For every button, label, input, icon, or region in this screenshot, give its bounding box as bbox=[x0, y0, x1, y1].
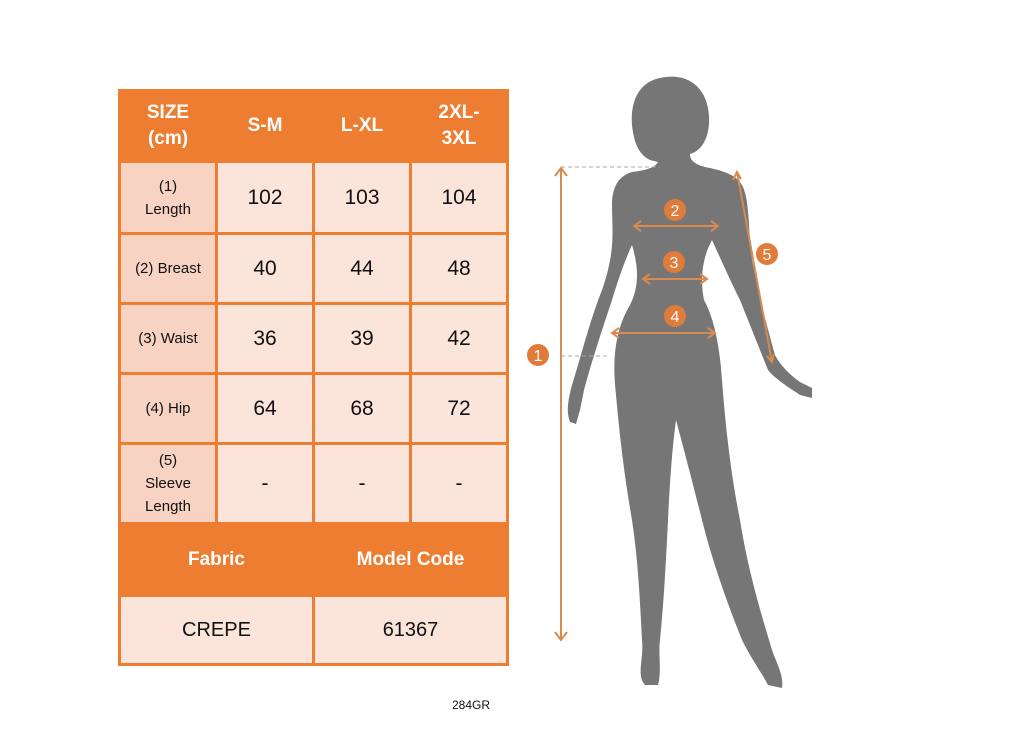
fabric-value: CREPE bbox=[118, 594, 315, 666]
fabric-header: Fabric bbox=[118, 522, 315, 597]
cell: 64 bbox=[215, 372, 315, 445]
marker-4: 4 bbox=[664, 305, 686, 327]
row-label-hip: (4) Hip bbox=[118, 372, 218, 445]
svg-text:2: 2 bbox=[671, 203, 680, 220]
size-header-s-m: S-M bbox=[215, 89, 315, 163]
model-code-value: 61367 bbox=[312, 594, 509, 666]
footer-header-row: Fabric Model Code bbox=[118, 522, 509, 597]
cell: 102 bbox=[215, 160, 315, 235]
marker-1: 1 bbox=[527, 344, 549, 366]
cell: 68 bbox=[312, 372, 412, 445]
cell: - bbox=[409, 442, 509, 525]
cell: 40 bbox=[215, 232, 315, 305]
svg-text:1: 1 bbox=[534, 348, 543, 365]
size-header-l-xl: L-XL bbox=[312, 89, 412, 163]
cell: 48 bbox=[409, 232, 509, 305]
table-row: (4) Hip 64 68 72 bbox=[118, 372, 509, 445]
cell: - bbox=[215, 442, 315, 525]
size-table: SIZE (cm) S-M L-XL 2XL- 3XL (1) Length 1… bbox=[118, 89, 509, 666]
cell: 36 bbox=[215, 302, 315, 375]
cell: 103 bbox=[312, 160, 412, 235]
product-code-caption: 284GR bbox=[452, 698, 491, 712]
cell: 42 bbox=[409, 302, 509, 375]
table-row: (3) Waist 36 39 42 bbox=[118, 302, 509, 375]
row-label-sleeve-length: (5) Sleeve Length bbox=[118, 442, 218, 525]
marker-3: 3 bbox=[663, 251, 685, 273]
svg-text:4: 4 bbox=[671, 309, 680, 326]
marker-5: 5 bbox=[756, 243, 778, 265]
row-label-breast: (2) Breast bbox=[118, 232, 218, 305]
footer-value-row: CREPE 61367 bbox=[118, 594, 509, 666]
body-silhouette bbox=[567, 76, 812, 688]
cell: 72 bbox=[409, 372, 509, 445]
table-row: (1) Length 102 103 104 bbox=[118, 160, 509, 235]
cell: 44 bbox=[312, 232, 412, 305]
svg-text:3: 3 bbox=[670, 255, 679, 272]
row-label-waist: (3) Waist bbox=[118, 302, 218, 375]
model-code-header: Model Code bbox=[312, 522, 509, 597]
cell: 104 bbox=[409, 160, 509, 235]
table-row: (5) Sleeve Length - - - bbox=[118, 442, 509, 525]
size-header-2xl-3xl: 2XL- 3XL bbox=[409, 89, 509, 163]
cell: 39 bbox=[312, 302, 412, 375]
row-label-length: (1) Length bbox=[118, 160, 218, 235]
marker-2: 2 bbox=[664, 199, 686, 221]
size-header-row: SIZE (cm) S-M L-XL 2XL- 3XL bbox=[118, 89, 509, 163]
cell: - bbox=[312, 442, 412, 525]
size-header: SIZE (cm) bbox=[118, 89, 218, 163]
table-row: (2) Breast 40 44 48 bbox=[118, 232, 509, 305]
measurement-lines bbox=[554, 166, 775, 642]
svg-text:5: 5 bbox=[763, 247, 772, 264]
